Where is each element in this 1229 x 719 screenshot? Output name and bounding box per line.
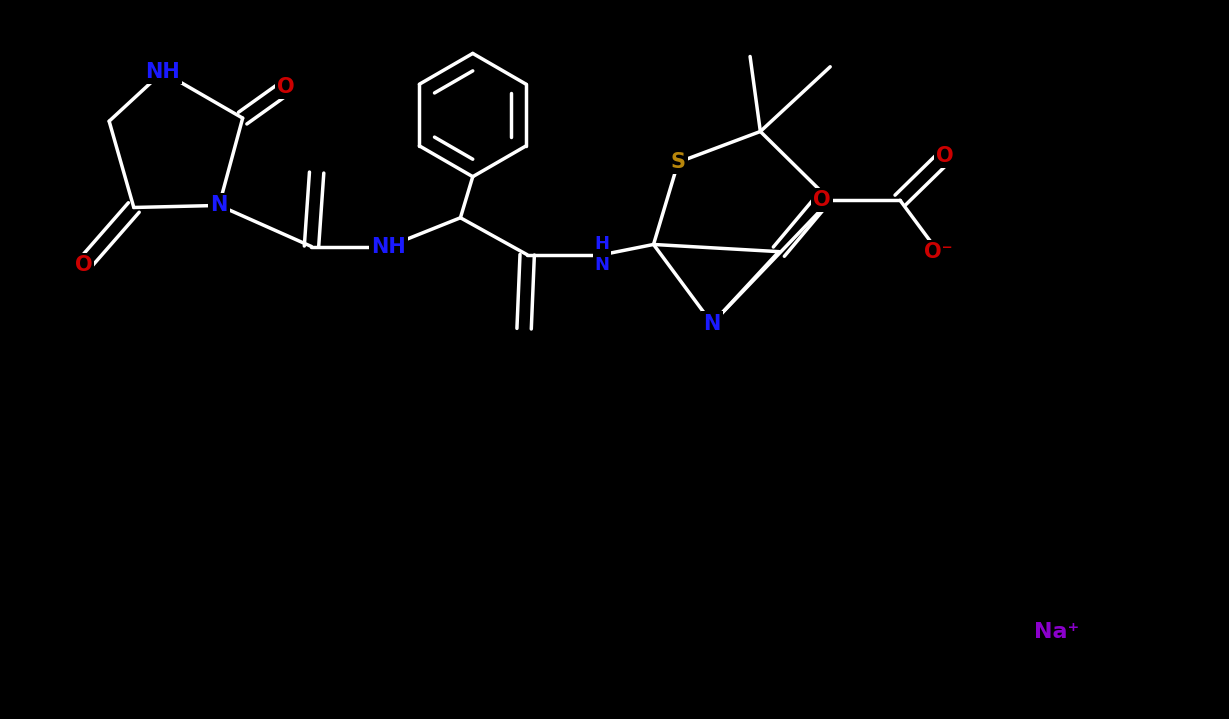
Text: N: N (703, 313, 720, 334)
Text: H
N: H N (595, 235, 610, 274)
Text: O: O (814, 191, 831, 210)
Text: Na⁺: Na⁺ (1034, 622, 1079, 641)
Text: O: O (277, 78, 295, 97)
Text: S: S (671, 152, 686, 173)
Text: O: O (936, 146, 954, 166)
Text: NH: NH (371, 237, 406, 257)
Text: O: O (75, 255, 92, 275)
Text: N: N (210, 196, 227, 216)
Text: O⁻: O⁻ (924, 242, 952, 262)
Text: NH: NH (145, 62, 179, 82)
